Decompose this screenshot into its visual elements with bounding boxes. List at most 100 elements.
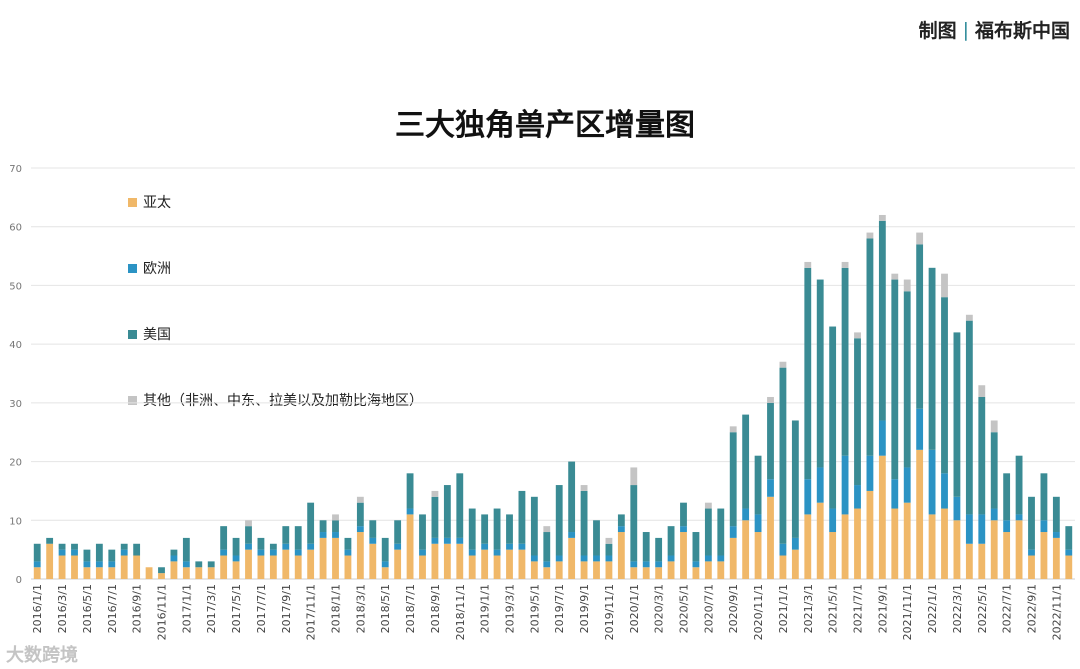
bar-segment xyxy=(891,479,899,509)
bar-segment xyxy=(269,549,277,556)
bar-segment xyxy=(1028,496,1035,550)
bar-segment xyxy=(692,561,700,568)
bar-segment xyxy=(854,332,861,339)
bar-segment xyxy=(841,514,849,579)
x-tick-label: 2016/11/1 xyxy=(156,584,169,640)
bar-segment xyxy=(916,244,924,409)
bar-segment xyxy=(903,467,911,503)
bar-segment xyxy=(568,537,576,579)
bar-segment xyxy=(742,520,750,579)
bar-segment xyxy=(680,532,687,579)
bar-segment xyxy=(543,561,551,568)
bar-segment xyxy=(779,555,787,579)
bar-segment xyxy=(120,549,128,556)
bar-segment xyxy=(667,561,675,579)
bar-segment xyxy=(816,467,824,503)
bar-segment xyxy=(394,543,402,550)
legend-item-apac: 亚太 xyxy=(128,192,171,212)
bar-segment xyxy=(419,549,426,556)
bar-segment xyxy=(791,549,799,579)
x-tick-label: 2022/1/1 xyxy=(926,584,939,633)
bar-segment xyxy=(33,561,41,568)
x-tick-label: 2019/3/1 xyxy=(504,584,517,633)
watermark: 大数跨境 xyxy=(6,645,78,666)
bar-segment xyxy=(642,567,650,579)
bar-segment xyxy=(866,232,874,239)
x-tick-label: 2019/11/1 xyxy=(603,584,616,640)
brand-separator: | xyxy=(962,18,969,41)
bar-segment xyxy=(617,514,625,527)
bar-segment xyxy=(468,508,476,550)
bar-segment xyxy=(481,514,489,544)
bar-segment xyxy=(593,555,600,562)
y-tick-label: 60 xyxy=(9,223,22,234)
y-tick-label: 70 xyxy=(9,164,22,175)
x-tick-label: 2021/1/1 xyxy=(777,584,790,633)
bar-segment xyxy=(456,543,464,579)
bar-segment xyxy=(953,496,961,521)
bar-segment xyxy=(369,537,377,544)
bar-segment xyxy=(83,567,91,579)
bar-segment xyxy=(108,561,116,568)
bar-segment xyxy=(257,537,265,550)
x-tick-label: 2016/7/1 xyxy=(106,584,119,633)
x-tick-label: 2016/3/1 xyxy=(56,584,69,633)
bar-segment xyxy=(928,449,936,515)
x-tick-label: 2018/5/1 xyxy=(379,584,392,633)
bar-segment xyxy=(332,537,339,579)
bar-segment xyxy=(120,543,128,550)
bar-segment xyxy=(953,520,961,579)
x-tick-label: 2016/9/1 xyxy=(131,584,144,633)
bar-segment xyxy=(1065,526,1073,550)
bar-segment xyxy=(729,526,737,538)
bar-segment xyxy=(518,490,526,544)
bar-segment xyxy=(232,555,240,562)
bar-segment xyxy=(530,561,538,579)
bar-segment xyxy=(95,543,103,562)
bar-segment xyxy=(332,514,339,521)
bar-segment xyxy=(928,267,936,450)
y-tick-label: 20 xyxy=(9,458,22,469)
legend-swatch-apac xyxy=(128,197,137,207)
y-tick-label: 50 xyxy=(9,281,22,292)
bar-segment xyxy=(1003,473,1011,521)
bar-segment xyxy=(630,485,638,562)
bar-segment xyxy=(220,526,228,550)
y-tick-label: 0 xyxy=(16,575,22,586)
bar-segment xyxy=(220,549,228,556)
x-tick-label: 2022/7/1 xyxy=(1001,584,1014,633)
legend-item-europe: 欧洲 xyxy=(128,258,171,278)
bar-segment xyxy=(232,537,240,556)
x-tick-label: 2017/9/1 xyxy=(280,584,293,633)
x-tick-label: 2017/11/1 xyxy=(305,584,318,640)
bar-segment xyxy=(58,549,66,556)
bar-segment xyxy=(245,520,252,527)
x-tick-label: 2021/7/1 xyxy=(852,584,865,633)
bar-segment xyxy=(717,508,725,556)
bar-segment xyxy=(443,537,451,544)
legend-item-usa: 美国 xyxy=(128,324,171,344)
bar-segment xyxy=(543,526,551,533)
bar-segment xyxy=(307,549,315,579)
bar-segment xyxy=(307,502,315,544)
bar-segment xyxy=(866,490,874,579)
bar-segment xyxy=(928,514,936,579)
bar-segment xyxy=(903,279,911,292)
bar-segment xyxy=(605,543,613,556)
bar-segment xyxy=(580,561,588,579)
bar-segment xyxy=(568,532,576,538)
bar-segment xyxy=(804,261,812,268)
bar-segment xyxy=(754,532,762,579)
bar-segment xyxy=(779,543,787,556)
bar-segment xyxy=(481,549,489,579)
bar-segment xyxy=(729,537,737,579)
bar-segment xyxy=(965,320,973,515)
bar-segment xyxy=(282,526,290,544)
bar-segment xyxy=(1003,532,1011,579)
legend-label-europe: 欧洲 xyxy=(143,261,171,277)
bar-segment xyxy=(95,561,103,568)
bar-segment xyxy=(381,561,389,568)
bar-segment xyxy=(257,555,265,579)
bar-segment xyxy=(866,238,874,456)
